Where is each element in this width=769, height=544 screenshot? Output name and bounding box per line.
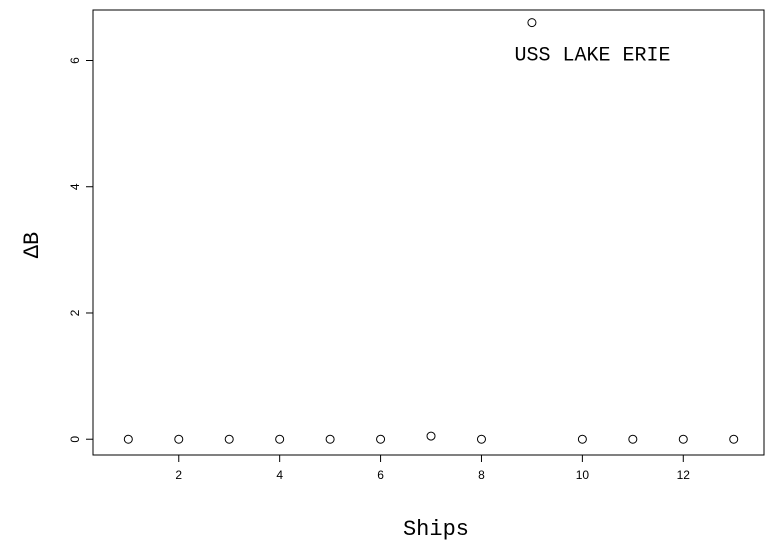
annotations: USS LAKE ERIE <box>514 44 670 67</box>
x-tick-label: 4 <box>276 468 283 482</box>
y-axis: 0 2 4 6 <box>68 57 93 443</box>
data-points <box>123 18 739 444</box>
data-point <box>325 434 335 444</box>
data-point <box>729 434 739 444</box>
y-tick-label: 0 <box>68 436 82 443</box>
x-tick-label: 8 <box>478 468 485 482</box>
x-tick-label: 2 <box>175 468 182 482</box>
data-point <box>376 434 386 444</box>
y-tick-label: 6 <box>68 57 82 64</box>
y-tick-label: 2 <box>68 309 82 316</box>
x-axis-title: Ships <box>403 517 469 542</box>
data-point <box>476 434 486 444</box>
y-tick-label: 4 <box>68 183 82 190</box>
x-tick-label: 6 <box>377 468 384 482</box>
x-axis: 2 4 6 8 10 12 <box>175 455 690 482</box>
data-point <box>527 18 537 28</box>
data-point <box>426 431 436 441</box>
x-tick-label: 10 <box>576 468 590 482</box>
data-point <box>577 434 587 444</box>
plot-frame <box>92 9 765 456</box>
data-point <box>678 434 688 444</box>
x-tick-label: 12 <box>677 468 691 482</box>
data-point <box>123 434 133 444</box>
annotation-label: USS LAKE ERIE <box>514 44 670 67</box>
data-point <box>174 434 184 444</box>
data-point <box>628 434 638 444</box>
y-axis-title: ΔB <box>20 232 45 258</box>
data-point <box>275 434 285 444</box>
data-point <box>224 434 234 444</box>
